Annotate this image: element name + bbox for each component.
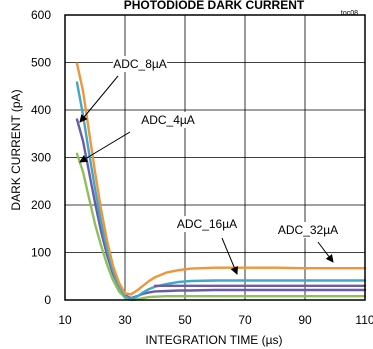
annotation-label: ADC_4µA [141,113,195,127]
annotation-bg [140,112,196,128]
annotation-arrow [221,237,238,275]
tick-labels: 10 30 50 70 90 110 0 100 200 300 400 500 600 [31,8,373,327]
y-axis-label: DARK CURRENT (pA) [9,89,23,210]
x-tick-label: 50 [178,313,192,327]
annotation-arrow [317,241,334,263]
x-tick-label: 10 [58,313,72,327]
series-lines [75,62,367,302]
x-tick-label: 70 [238,313,252,327]
y-tick-label: 200 [31,198,51,212]
annotation-bg [277,222,339,238]
chart-title: PHOTODIODE DARK CURRENT [124,0,305,12]
gridlines [65,15,365,300]
plot-area-frame [64,14,366,301]
annotation-bg [112,56,168,72]
annotation-label: ADC_16µA [177,217,237,231]
y-tick-label: 100 [31,246,51,260]
x-tick-label: 110 [355,313,373,327]
annotation-bg [176,216,238,232]
annotation-label: ADC_8µA [113,57,167,71]
x-tick-label: 90 [298,313,312,327]
annotation-arrow [79,75,119,123]
figure-id: toc08 [341,10,358,17]
annotations: ADC_8µA ADC_4µA ADC_16µA ADC_32µA [79,56,339,275]
y-tick-label: 500 [31,56,51,70]
series-line-adc4a [75,152,367,302]
y-tick-label: 300 [31,151,51,165]
annotation-label: ADC_32µA [278,223,338,237]
x-axis-label: INTEGRATION TIME (µs) [145,333,282,347]
series-line-adc32a [75,62,367,296]
annotation-arrow [79,131,131,163]
series-line-adc8a [75,118,367,300]
y-tick-label: 600 [31,8,51,22]
y-tick-label: 0 [44,293,51,307]
x-tick-label: 30 [118,313,132,327]
series-line-adc16a [75,81,367,301]
y-tick-label: 400 [31,103,51,117]
